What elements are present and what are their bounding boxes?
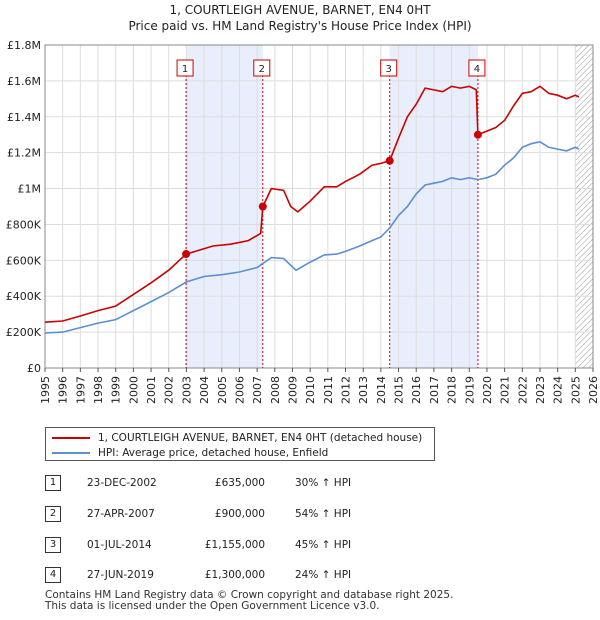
y-tick-label: £400K bbox=[6, 290, 42, 303]
x-tick-label: 2006 bbox=[233, 376, 246, 404]
sale-marker-label: 1 bbox=[182, 64, 188, 75]
x-tick-label: 2022 bbox=[516, 376, 529, 404]
legend-label-hpi: HPI: Average price, detached house, Enfi… bbox=[98, 447, 329, 459]
legend: 1, COURTLEIGH AVENUE, BARNET, EN4 0HT (d… bbox=[45, 427, 435, 461]
x-tick-label: 2020 bbox=[481, 376, 494, 404]
sale-row: 4 27-JUN-2019 £1,300,000 24% ↑ HPI bbox=[45, 567, 465, 583]
property-price-line bbox=[44, 85, 580, 323]
sale-marker-label: 3 bbox=[386, 64, 392, 75]
sale-point bbox=[182, 250, 191, 259]
x-tick-label: 2001 bbox=[145, 376, 158, 404]
x-tick-label: 2021 bbox=[499, 376, 512, 404]
y-tick-label: £1.8M bbox=[7, 39, 41, 52]
forecast-hatch bbox=[575, 45, 593, 368]
sale-date: 27-JUN-2019 bbox=[87, 569, 154, 581]
y-tick-label: £1.2M bbox=[7, 147, 41, 160]
x-tick-label: 1999 bbox=[110, 376, 123, 404]
y-tick-label: £1.6M bbox=[7, 75, 41, 88]
sale-number: 3 bbox=[45, 537, 61, 553]
x-tick-label: 2014 bbox=[375, 376, 388, 404]
x-tick-label: 2025 bbox=[569, 376, 582, 404]
x-tick-label: 2015 bbox=[393, 376, 406, 404]
x-tick-label: 2026 bbox=[587, 376, 600, 404]
x-tick-label: 2010 bbox=[304, 376, 317, 404]
sale-date: 01-JUL-2014 bbox=[87, 539, 152, 551]
legend-swatch-hpi bbox=[52, 452, 90, 454]
sale-marker-label: 4 bbox=[474, 64, 480, 75]
sale-row: 2 27-APR-2007 £900,000 54% ↑ HPI bbox=[45, 506, 465, 522]
price-chart: 1, COURTLEIGH AVENUE, BARNET, EN4 0HT Pr… bbox=[6, 3, 600, 404]
sale-point bbox=[258, 202, 267, 211]
legend-swatch-property bbox=[52, 437, 90, 439]
x-tick-label: 2019 bbox=[463, 376, 476, 404]
footer-line-2: This data is licensed under the Open Gov… bbox=[45, 600, 380, 612]
footer-attribution: Contains HM Land Registry data © Crown c… bbox=[45, 590, 453, 612]
sale-row: 1 23-DEC-2002 £635,000 30% ↑ HPI bbox=[45, 475, 465, 491]
sale-price: £1,300,000 bbox=[204, 569, 265, 581]
y-tick-label: £800K bbox=[6, 218, 42, 231]
plot-border bbox=[44, 44, 594, 369]
x-tick-label: 2009 bbox=[286, 376, 299, 404]
sale-marker-box bbox=[380, 59, 398, 77]
x-tick-label: 2004 bbox=[198, 376, 211, 404]
x-tick-label: 2005 bbox=[216, 376, 229, 404]
y-tick-label: £0 bbox=[27, 362, 41, 375]
x-tick-label: 2023 bbox=[534, 376, 547, 404]
sale-marker-box bbox=[253, 59, 271, 77]
chart-subtitle: Price paid vs. HM Land Registry's House … bbox=[128, 19, 471, 33]
legend-label-property: 1, COURTLEIGH AVENUE, BARNET, EN4 0HT (d… bbox=[98, 432, 423, 444]
x-tick-label: 1996 bbox=[57, 376, 70, 404]
x-tick-label: 1995 bbox=[39, 376, 52, 404]
sale-date: 27-APR-2007 bbox=[87, 508, 155, 520]
sale-hpi-change: 45% ↑ HPI bbox=[295, 539, 352, 551]
x-tick-label: 2000 bbox=[127, 376, 140, 404]
x-tick-label: 2007 bbox=[251, 376, 264, 404]
sale-price: £1,155,000 bbox=[204, 539, 265, 551]
x-tick-label: 1998 bbox=[92, 376, 105, 404]
x-tick-label: 2017 bbox=[428, 376, 441, 404]
x-tick-label: 1997 bbox=[74, 376, 87, 404]
sale-price: £900,000 bbox=[214, 508, 265, 520]
x-tick-label: 2012 bbox=[340, 376, 353, 404]
x-tick-label: 2013 bbox=[357, 376, 370, 404]
sale-hpi-change: 30% ↑ HPI bbox=[295, 477, 352, 489]
sale-hpi-change: 24% ↑ HPI bbox=[295, 569, 352, 581]
hpi-line bbox=[44, 141, 580, 334]
x-tick-label: 2024 bbox=[552, 376, 565, 404]
sale-marker-box bbox=[468, 59, 486, 77]
sale-marker-label: 2 bbox=[259, 64, 265, 75]
chart-title: 1, COURTLEIGH AVENUE, BARNET, EN4 0HT bbox=[169, 3, 431, 17]
sale-point bbox=[385, 156, 394, 165]
x-tick-label: 2008 bbox=[269, 376, 282, 404]
x-tick-label: 2018 bbox=[446, 376, 459, 404]
shaded-range-1 bbox=[186, 45, 263, 368]
sale-hpi-change: 54% ↑ HPI bbox=[295, 508, 352, 520]
sale-number: 4 bbox=[45, 567, 61, 583]
x-tick-label: 2003 bbox=[180, 376, 193, 404]
sale-price: £635,000 bbox=[214, 477, 265, 489]
x-tick-label: 2002 bbox=[163, 376, 176, 404]
y-tick-label: £200K bbox=[6, 326, 42, 339]
sale-marker-box bbox=[176, 59, 194, 77]
sale-number: 1 bbox=[45, 475, 61, 491]
y-tick-label: £1.4M bbox=[7, 111, 41, 124]
y-tick-label: £600K bbox=[6, 254, 42, 267]
sale-number: 2 bbox=[45, 506, 61, 522]
sale-row: 3 01-JUL-2014 £1,155,000 45% ↑ HPI bbox=[45, 537, 465, 553]
sale-date: 23-DEC-2002 bbox=[87, 477, 157, 489]
sale-point bbox=[473, 130, 482, 139]
x-tick-label: 2016 bbox=[410, 376, 423, 404]
footer-line-1: Contains HM Land Registry data © Crown c… bbox=[45, 589, 454, 601]
x-tick-label: 2011 bbox=[322, 376, 335, 404]
y-tick-label: £1M bbox=[18, 183, 42, 196]
